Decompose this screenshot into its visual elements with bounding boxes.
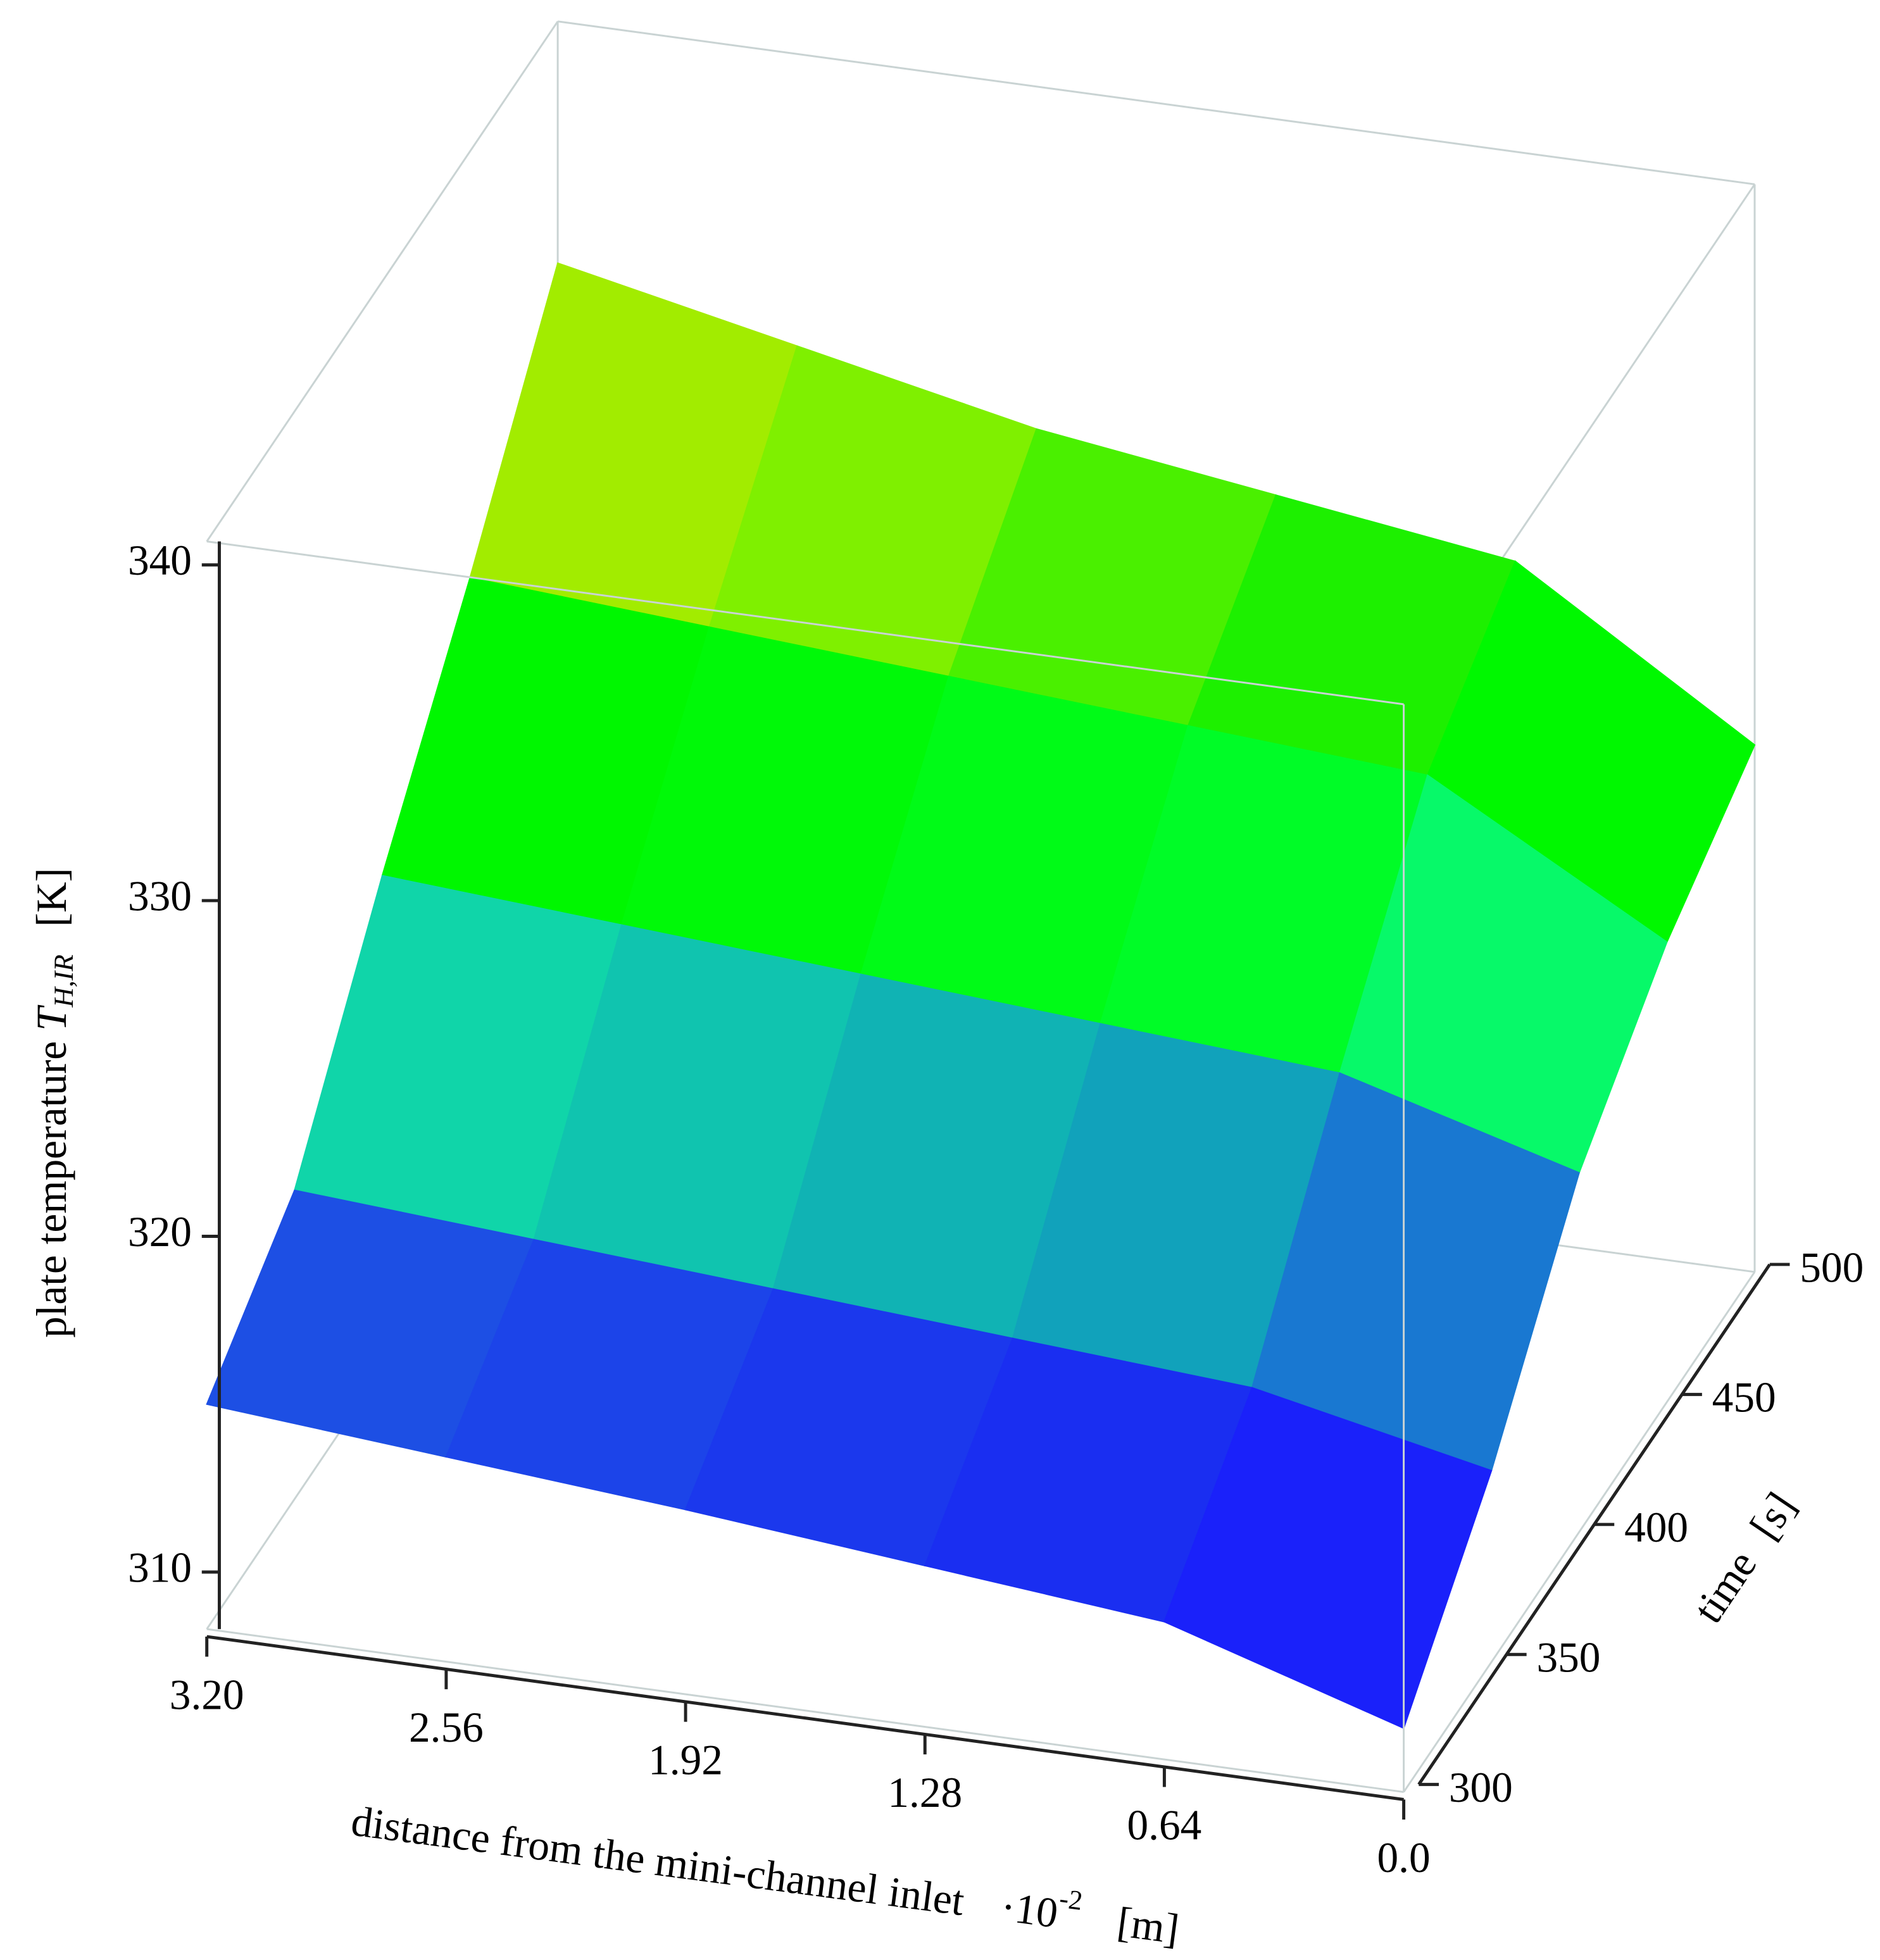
z-tick-label: 320 [128, 1208, 192, 1256]
y-tick-label: 300 [1449, 1764, 1513, 1811]
z-axis-label: plate temperature TH,IR [K] [28, 868, 79, 1338]
x-label-factor: ·10 [998, 1883, 1061, 1937]
box-edge [206, 20, 559, 542]
y-label-unit: [s] [1741, 1484, 1805, 1548]
x-label-exponent: -2 [1058, 1883, 1084, 1916]
x-label-text: distance from the mini-channel inlet [349, 1797, 967, 1925]
z-label-symbol: T [28, 1004, 76, 1031]
y-label-text: time [1684, 1542, 1766, 1632]
x-tick-label: 1.92 [648, 1736, 723, 1783]
box-edge [206, 540, 1404, 706]
box-front [206, 540, 1405, 1794]
z-tick-label: 310 [128, 1544, 192, 1591]
z-tick-label: 330 [128, 873, 192, 920]
x-axis [206, 1635, 1404, 1801]
x-tick-label: 3.20 [170, 1671, 244, 1718]
y-tick-label: 500 [1800, 1244, 1864, 1291]
box-edge [557, 20, 1755, 185]
surface [206, 262, 1756, 1730]
z-tick-label: 340 [128, 537, 192, 584]
x-label-unit: [m] [1115, 1898, 1182, 1953]
surface-patch [1163, 1387, 1493, 1730]
box-edge [1403, 1271, 1756, 1793]
z-label-unit: [K] [28, 868, 76, 927]
x-tick-label: 2.56 [409, 1704, 484, 1751]
x-tick-label: 0.0 [1377, 1834, 1431, 1882]
y-tick-label: 350 [1536, 1634, 1600, 1682]
x-tick-label: 1.28 [887, 1769, 962, 1816]
z-label-text: plate temperature [28, 1041, 76, 1338]
y-axis-label: time[s] [1684, 1484, 1805, 1632]
x-tick-label: 0.64 [1127, 1801, 1202, 1849]
z-label-sub: H,IR [49, 954, 79, 1008]
box-edge [206, 1628, 1404, 1794]
axes: 310 320 330 340 3.20 2.56 1.92 1.28 0.64 0.0 300 35… [128, 537, 1864, 1882]
x-axis-label: distance from the mini-channel inlet ·10-… [349, 1790, 1183, 1953]
y-tick-label: 400 [1624, 1504, 1688, 1551]
y-tick-label: 450 [1712, 1374, 1776, 1421]
